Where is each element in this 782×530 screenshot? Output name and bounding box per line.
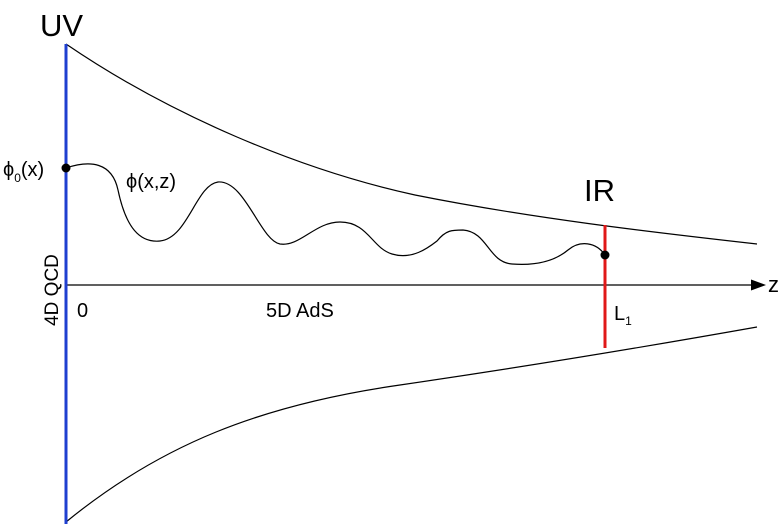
z-axis-label: z: [768, 272, 779, 297]
boundary-field-label: ϕ0(x): [3, 159, 44, 185]
bulk-field-label: ϕ(x,z): [126, 171, 176, 193]
upper-boundary-curve: [65, 43, 758, 245]
uv-label: UV: [40, 8, 83, 43]
bulk-space-label: 5D AdS: [266, 300, 334, 322]
cutoff-label: L1: [614, 303, 632, 328]
ir-field-point: [600, 250, 610, 260]
bulk-field-wave: [65, 163, 606, 265]
boundary-field-point: [61, 163, 71, 173]
ir-label: IR: [584, 173, 615, 208]
origin-label: 0: [77, 300, 88, 322]
lower-boundary-curve: [65, 326, 758, 523]
boundary-theory-label: 4D QCD: [42, 254, 63, 326]
z-axis-arrowhead: [751, 279, 766, 291]
